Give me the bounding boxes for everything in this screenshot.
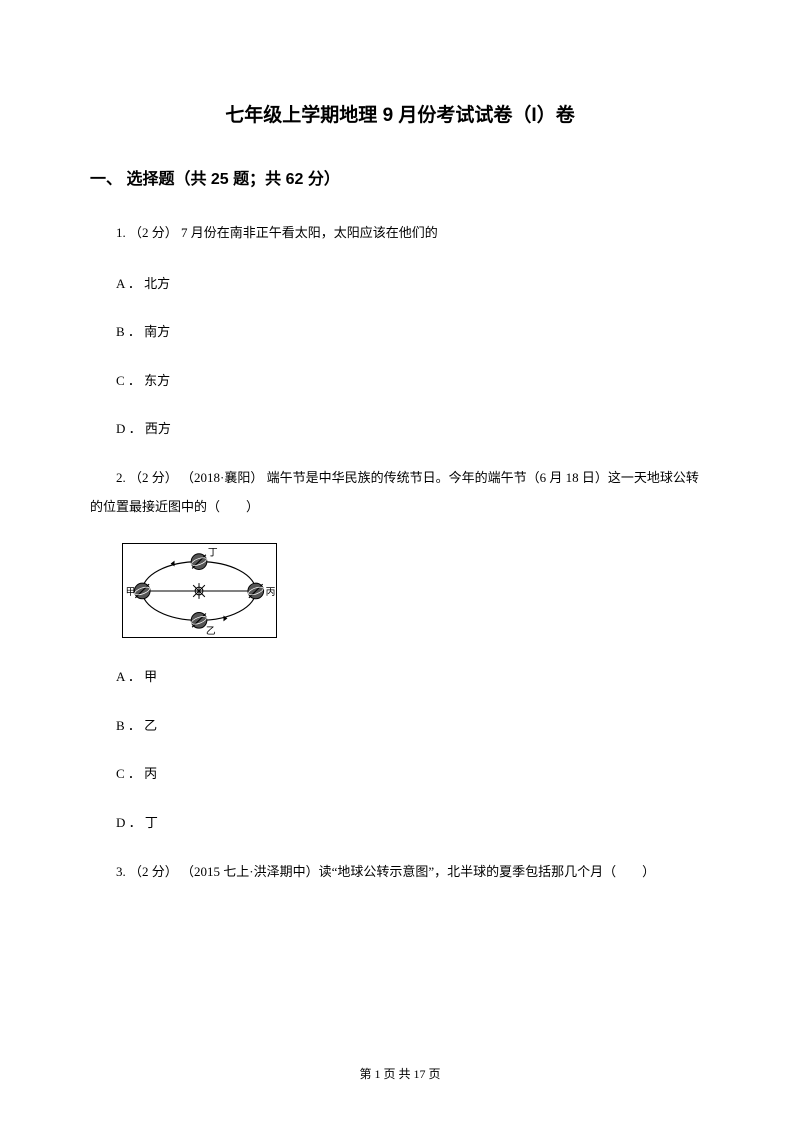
question-2-option-a: A ． 甲 bbox=[90, 663, 710, 692]
orbit-diagram: 丁 乙 甲 丙 bbox=[122, 543, 277, 638]
earth-left bbox=[134, 583, 151, 599]
earth-bottom bbox=[191, 613, 208, 629]
question-2-option-b: B ． 乙 bbox=[90, 712, 710, 741]
label-left: 甲 bbox=[126, 587, 136, 598]
orbit-svg: 丁 乙 甲 丙 bbox=[123, 544, 276, 637]
section-header: 一、 选择题（共 25 题；共 62 分） bbox=[90, 165, 710, 189]
question-2-stem: 2. （2 分） （2018·襄阳） 端午节是中华民族的传统节日。今年的端午节（… bbox=[90, 464, 710, 521]
label-bottom: 乙 bbox=[206, 625, 216, 637]
earth-top bbox=[191, 554, 208, 570]
question-2-option-c: C ． 丙 bbox=[90, 760, 710, 789]
label-right: 丙 bbox=[266, 587, 276, 598]
page-footer: 第 1 页 共 17 页 bbox=[0, 1065, 800, 1082]
question-1-option-c: C ． 东方 bbox=[90, 367, 710, 396]
page-title: 七年级上学期地理 9 月份考试试卷（I）卷 bbox=[90, 100, 710, 127]
question-1-stem: 1. （2 分） 7 月份在南非正午看太阳，太阳应该在他们的 bbox=[90, 219, 710, 248]
sun-icon bbox=[191, 583, 207, 599]
earth-right bbox=[247, 583, 264, 599]
question-2-option-d: D ． 丁 bbox=[90, 809, 710, 838]
question-1-option-b: B ． 南方 bbox=[90, 318, 710, 347]
label-top: 丁 bbox=[208, 548, 218, 559]
question-1-option-a: A ． 北方 bbox=[90, 270, 710, 299]
orbit-diagram-container: 丁 乙 甲 丙 bbox=[122, 543, 710, 638]
question-3-stem: 3. （2 分） （2015 七上·洪泽期中）读“地球公转示意图”，北半球的夏季… bbox=[90, 858, 710, 887]
question-1-option-d: D ． 西方 bbox=[90, 415, 710, 444]
